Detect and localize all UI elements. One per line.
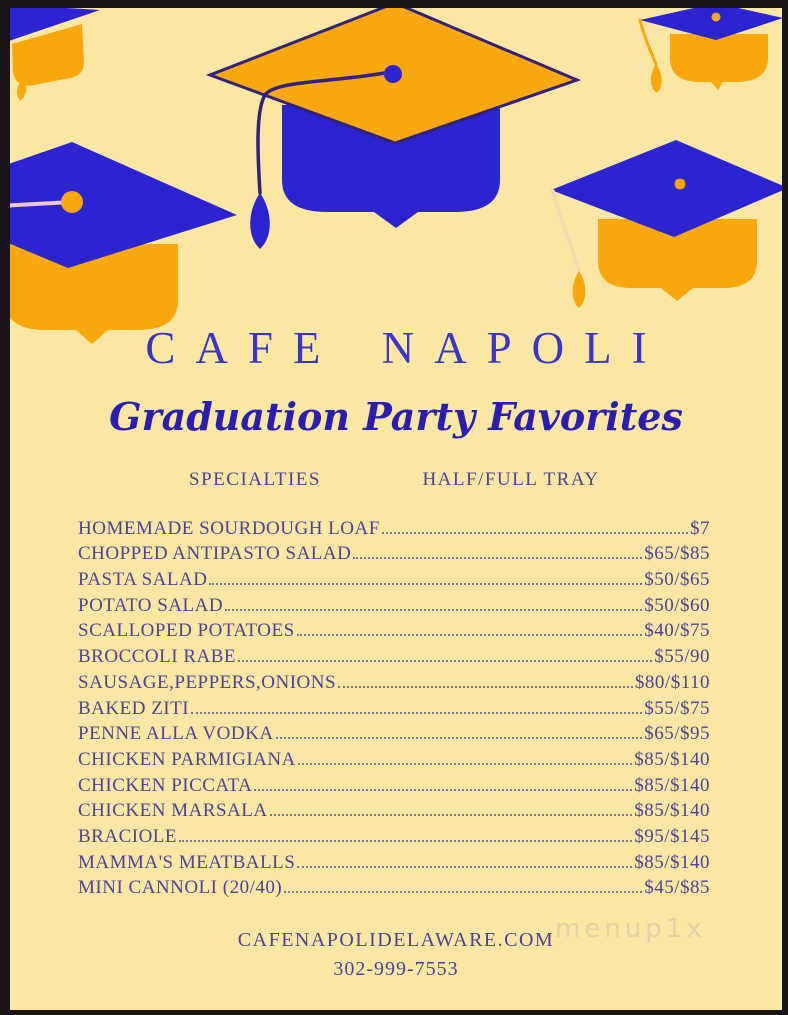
menu-item-price: $85/$140 [634, 748, 710, 770]
menu-item-row: PENNE ALLA VODKA $65/$95 [78, 718, 710, 745]
dotted-leader [297, 865, 633, 868]
menu-item-name: BAKED ZITI [78, 697, 190, 719]
menu-item-name: CHICKEN PICCATA [78, 774, 253, 796]
menu-item-row: BRACIOLE $95/$145 [78, 820, 710, 846]
graduation-cap-left-icon [10, 142, 237, 344]
menu-title: Graduation Party Favorites [109, 394, 683, 439]
menupix-watermark: menup1x [555, 914, 706, 944]
menu-item-price: $55/90 [654, 646, 710, 668]
graduation-cap-center-icon [205, 8, 582, 249]
menu-item-name: POTATO SALAD [78, 594, 224, 616]
menu-item-row: CHOPPED ANTIPASTO SALAD $65/$85 [78, 538, 710, 565]
menu-item-price: $85/$140 [634, 851, 710, 873]
menu-list: HOMEMADE SOURDOUGH LOAF $7 CHOPPED ANTIPA… [78, 512, 710, 899]
dotted-leader [284, 891, 643, 894]
dotted-leader [238, 660, 653, 663]
menu-item-name: SAUSAGE,PEPPERS,ONIONS [78, 671, 337, 693]
restaurant-name: CAFE NAPOLI [145, 323, 667, 373]
menu-item-price: $50/$60 [644, 594, 710, 616]
graduation-cap-right-icon [551, 140, 782, 308]
column-header-specialties: SPECIALTIES [189, 469, 321, 490]
menu-item-name: MINI CANNOLI (20/40) [78, 877, 283, 899]
menu-item-price: $65/$95 [644, 723, 710, 745]
dotted-leader [353, 557, 643, 560]
dotted-leader [209, 583, 643, 586]
menu-item-price: $85/$140 [634, 774, 710, 796]
menu-page: CAFE NAPOLI Graduation Party Favorites S… [10, 8, 782, 1010]
dotted-leader [191, 711, 643, 714]
menu-item-price: $80/$110 [634, 671, 710, 693]
menu-item-row: CHICKEN PARMIGIANA $85/$140 [78, 743, 710, 769]
menu-item-price: $85/$140 [634, 800, 710, 822]
menu-item-name: PASTA SALAD [78, 569, 208, 591]
menu-item-price: $50/$65 [644, 569, 710, 591]
dotted-leader [296, 634, 643, 637]
menu-item-name: BROCCOLI RABE [78, 646, 236, 668]
menu-item-row: HOMEMADE SOURDOUGH LOAF $7 [78, 512, 710, 538]
dotted-leader [297, 762, 633, 765]
menu-item-row: SCALLOPED POTATOES $40/$75 [78, 615, 710, 642]
menu-item-name: HOMEMADE SOURDOUGH LOAF [78, 517, 380, 539]
menu-item-name: CHICKEN MARSALA [78, 800, 268, 822]
menu-item-price: $40/$75 [644, 620, 710, 642]
menu-item-name: PENNE ALLA VODKA [78, 723, 274, 745]
dotted-leader [179, 839, 633, 842]
menu-item-row: PASTA SALAD $50/$65 [78, 563, 710, 589]
menu-item-name: BRACIOLE [78, 825, 177, 847]
dotted-leader [381, 531, 688, 534]
menu-item-row: SAUSAGE,PEPPERS,ONIONS $80/$110 [78, 666, 710, 692]
menu-item-price: $45/$85 [644, 877, 710, 899]
dotted-leader [275, 737, 643, 740]
menu-item-name: CHICKEN PARMIGIANA [78, 748, 296, 770]
menu-item-price: $65/$85 [644, 543, 710, 565]
menu-item-row: BAKED ZITI $55/$75 [78, 692, 710, 718]
phone-number: 302-999-7553 [333, 958, 459, 980]
column-header-half-full-tray: HALF/FULL TRAY [422, 469, 600, 490]
graduation-cap-top-left-icon [10, 8, 100, 101]
menu-item-row: CHICKEN PICCATA $85/$140 [78, 769, 710, 795]
dotted-leader [338, 685, 633, 688]
dotted-leader [225, 608, 643, 611]
menu-item-price: $95/$145 [634, 825, 710, 847]
menu-item-price: $7 [690, 517, 710, 539]
menu-item-row: BROCCOLI RABE $55/90 [78, 640, 710, 666]
menu-item-name: MAMMA'S MEATBALLS [78, 851, 296, 873]
menu-item-row: CHICKEN MARSALA $85/$140 [78, 795, 710, 822]
graduation-cap-top-right-icon [638, 8, 782, 93]
dotted-leader [254, 788, 633, 791]
website-url: CAFENAPOLIDELAWARE.COM [237, 929, 555, 951]
menu-item-price: $55/$75 [644, 697, 710, 719]
menu-item-row: POTATO SALAD $50/$60 [78, 589, 710, 615]
menu-item-row: MINI CANNOLI (20/40) $45/$85 [78, 872, 710, 899]
menu-item-name: SCALLOPED POTATOES [78, 620, 295, 642]
menu-item-row: MAMMA'S MEATBALLS $85/$140 [78, 846, 710, 872]
dotted-leader [269, 814, 633, 817]
menu-item-name: CHOPPED ANTIPASTO SALAD [78, 543, 352, 565]
